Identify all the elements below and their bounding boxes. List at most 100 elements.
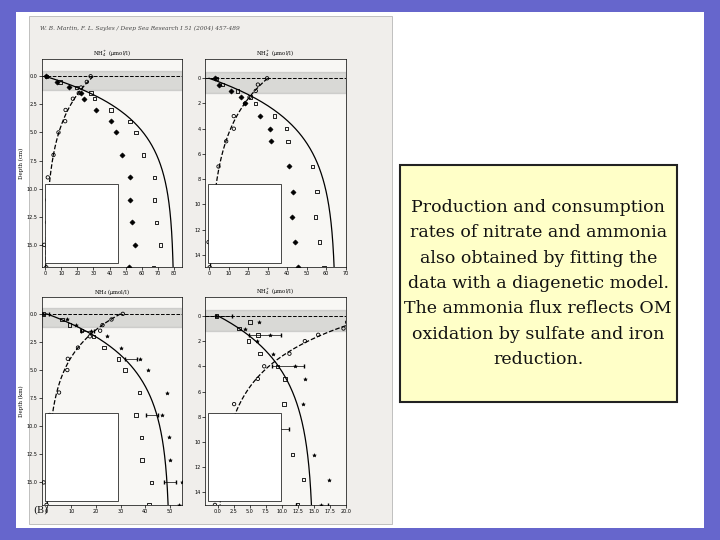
Point	[287, 450, 298, 459]
Point	[261, 74, 273, 83]
Point	[78, 94, 89, 103]
Bar	[42, 308, 182, 327]
Point	[272, 362, 284, 370]
Point	[96, 321, 108, 329]
Point	[138, 151, 150, 159]
Point	[259, 425, 271, 434]
Point	[264, 330, 275, 339]
Point	[341, 318, 353, 327]
Point	[298, 475, 310, 484]
Point	[38, 240, 50, 249]
Point	[125, 195, 136, 204]
Point	[89, 94, 101, 103]
Point	[117, 309, 129, 318]
Point	[62, 354, 73, 363]
Bar	[45, 414, 117, 501]
Point	[88, 332, 99, 341]
Point	[38, 309, 50, 318]
Point	[284, 349, 295, 358]
Point	[217, 80, 228, 89]
Point	[323, 526, 334, 535]
FancyBboxPatch shape	[400, 165, 677, 402]
Point	[149, 195, 161, 204]
Point	[43, 456, 55, 464]
Point	[244, 318, 256, 327]
Title: NH$_4^+$ ($\mu$mol/l): NH$_4^+$ ($\mu$mol/l)	[93, 49, 131, 59]
Point	[135, 433, 147, 442]
Point	[251, 337, 263, 346]
Point	[145, 478, 157, 487]
Title: NH$_4$ ($\mu$mol/l): NH$_4$ ($\mu$mol/l)	[94, 287, 130, 297]
Point	[286, 213, 297, 221]
FancyBboxPatch shape	[29, 16, 392, 524]
Point	[64, 321, 76, 329]
Point	[113, 354, 125, 363]
Point	[148, 263, 159, 272]
Point	[41, 72, 53, 80]
Point	[143, 366, 154, 374]
Point	[94, 326, 106, 335]
Point	[156, 411, 168, 420]
Point	[130, 128, 142, 137]
Point	[203, 238, 215, 246]
Point	[163, 433, 175, 442]
Point	[239, 99, 251, 108]
Point	[290, 288, 302, 297]
Point	[99, 343, 110, 352]
Point	[228, 112, 240, 120]
Point	[297, 400, 309, 408]
Point	[217, 450, 228, 459]
Text: (B): (B)	[33, 506, 48, 515]
Point	[211, 312, 222, 320]
Point	[75, 89, 86, 97]
Point	[243, 337, 254, 346]
Point	[76, 83, 87, 92]
Point	[40, 263, 52, 272]
Point	[37, 309, 48, 318]
Point	[44, 411, 55, 420]
Point	[292, 501, 303, 509]
Point	[60, 117, 71, 125]
Point	[91, 106, 102, 114]
Point	[76, 326, 87, 335]
Point	[228, 400, 240, 408]
Point	[233, 324, 245, 333]
Point	[204, 263, 215, 272]
Point	[213, 526, 225, 535]
Point	[136, 456, 148, 464]
Point	[155, 240, 166, 249]
Point	[258, 362, 270, 370]
Point	[312, 330, 324, 339]
Point	[105, 117, 117, 125]
Point	[253, 318, 265, 327]
Point	[210, 501, 221, 509]
Point	[126, 218, 138, 227]
Point	[267, 349, 279, 358]
Text: W. B. Martin, F. L. Sayles / Deep Sea Research I 51 (2004) 457-489: W. B. Martin, F. L. Sayles / Deep Sea Re…	[40, 25, 239, 31]
Point	[73, 89, 84, 97]
Point	[299, 375, 310, 383]
Point	[54, 78, 66, 86]
Bar	[45, 184, 117, 263]
Point	[63, 83, 75, 92]
Point	[279, 375, 291, 383]
Point	[225, 86, 237, 95]
Point	[314, 238, 325, 246]
Point	[284, 162, 295, 171]
Point	[252, 330, 264, 339]
Point	[278, 400, 289, 408]
Point	[213, 187, 225, 196]
Point	[269, 112, 281, 120]
Point	[106, 315, 117, 324]
Point	[252, 80, 264, 89]
Point	[311, 187, 323, 196]
Point	[308, 450, 320, 459]
Point	[151, 218, 163, 227]
Point	[239, 99, 251, 108]
Point	[161, 388, 172, 397]
Point	[213, 475, 225, 484]
Point	[310, 213, 321, 221]
Point	[85, 89, 96, 97]
Point	[281, 124, 292, 133]
Point	[315, 501, 327, 509]
